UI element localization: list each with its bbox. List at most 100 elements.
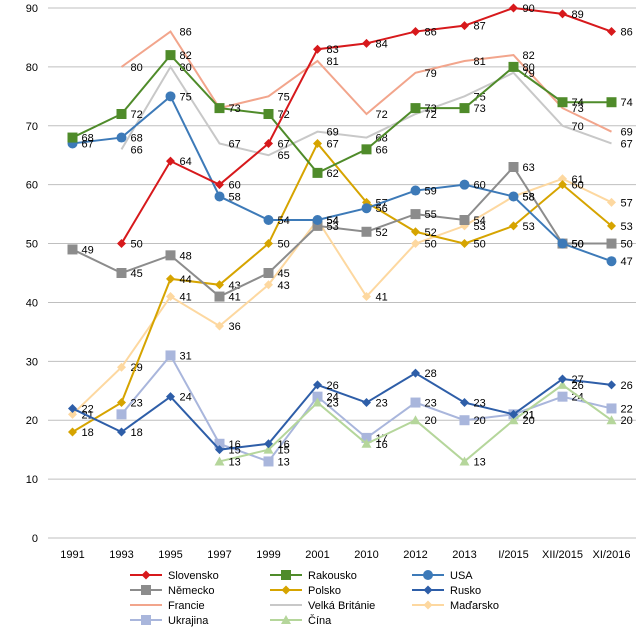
data-label: 56 — [376, 203, 388, 215]
data-label: 50 — [474, 239, 486, 251]
legend-item: Ukrajina — [130, 615, 209, 627]
legend-item: Rusko — [412, 585, 481, 597]
data-label: 18 — [82, 427, 94, 439]
data-point — [313, 44, 322, 54]
data-label: 41 — [376, 292, 388, 304]
data-label: 27 — [572, 374, 584, 386]
legend-label: Německo — [168, 585, 214, 597]
legend-item: Čína — [270, 614, 332, 627]
data-label: 86 — [621, 27, 633, 39]
data-point — [361, 432, 372, 443]
series-line — [120, 64, 612, 157]
data-label: 18 — [131, 427, 143, 439]
series-francie: 80 86 75 81 72 79 81 82 73 69 — [120, 27, 633, 139]
legend-marker — [423, 585, 433, 595]
series-line — [72, 94, 612, 263]
data-point — [117, 398, 126, 408]
legend-label: Rakousko — [308, 570, 357, 582]
data-label: 90 — [523, 3, 535, 15]
data-label: 60 — [572, 180, 584, 192]
data-point — [263, 109, 274, 119]
data-label: 20 — [425, 415, 437, 427]
data-label: 67 — [278, 138, 290, 150]
data-point — [361, 203, 372, 214]
data-label: 54 — [474, 215, 486, 227]
data-label: 72 — [376, 109, 388, 121]
data-point — [606, 97, 617, 108]
legend-item: Maďarsko — [412, 600, 499, 612]
data-point — [459, 179, 470, 190]
data-label: 59 — [425, 186, 437, 198]
data-point — [508, 61, 519, 72]
data-label: 22 — [621, 403, 633, 415]
data-label: 68 — [376, 133, 388, 145]
data-point — [117, 362, 126, 372]
data-point — [214, 291, 225, 302]
data-label: 74 — [572, 97, 584, 109]
data-point — [557, 238, 568, 249]
x-tick-label: 2010 — [354, 549, 378, 561]
data-label: 84 — [376, 38, 388, 50]
data-point — [313, 380, 322, 390]
data-point — [508, 415, 519, 425]
data-label: 66 — [131, 144, 143, 156]
data-label: 26 — [327, 380, 339, 392]
data-label: 75 — [180, 91, 192, 103]
data-point — [312, 397, 323, 407]
data-point — [557, 391, 568, 402]
y-tick-label: 70 — [26, 121, 38, 133]
data-point — [67, 132, 78, 143]
data-point — [411, 368, 420, 378]
series-line — [72, 371, 612, 451]
x-tick-label: 1999 — [256, 549, 280, 561]
data-point — [68, 403, 77, 413]
data-label: 60 — [474, 180, 486, 192]
data-point — [411, 239, 420, 249]
x-tick-label: I/2015 — [498, 549, 529, 561]
data-label: 54 — [327, 215, 339, 227]
data-label: 28 — [425, 368, 437, 380]
data-point — [558, 9, 567, 19]
legend-marker — [141, 570, 151, 580]
legend-item: Francie — [130, 600, 205, 612]
data-point — [558, 374, 567, 384]
x-tick-label: 2012 — [403, 549, 427, 561]
data-label: 16 — [376, 439, 388, 451]
data-point — [411, 27, 420, 37]
data-point — [264, 280, 273, 290]
data-label: 55 — [425, 209, 437, 221]
data-point — [509, 221, 518, 231]
data-point — [215, 280, 224, 290]
series-slovensko: 50 64 60 67 83 84 86 87 90 89 86 — [117, 3, 633, 251]
legend-marker — [141, 615, 151, 625]
data-label: 60 — [229, 180, 241, 192]
data-point — [165, 50, 176, 61]
legend-marker — [423, 570, 433, 580]
y-tick-label: 10 — [26, 474, 38, 486]
data-point — [557, 379, 568, 389]
data-point — [558, 180, 567, 190]
data-label: 50 — [131, 239, 143, 251]
data-point — [361, 226, 372, 237]
data-label: 73 — [474, 103, 486, 115]
data-label: 67 — [621, 138, 633, 150]
data-label: 57 — [621, 197, 633, 209]
data-label: 82 — [523, 50, 535, 62]
data-label: 73 — [229, 103, 241, 115]
data-label: 22 — [82, 403, 94, 415]
grid — [48, 7, 636, 539]
data-label: 53 — [523, 221, 535, 233]
data-label: 62 — [327, 168, 339, 180]
data-point — [606, 415, 617, 425]
y-tick-label: 30 — [26, 356, 38, 368]
data-label: 83 — [327, 44, 339, 56]
data-label: 86 — [180, 27, 192, 39]
data-point — [508, 162, 519, 172]
data-label: 21 — [523, 409, 535, 421]
data-point — [312, 215, 323, 225]
data-label: 23 — [131, 398, 143, 410]
